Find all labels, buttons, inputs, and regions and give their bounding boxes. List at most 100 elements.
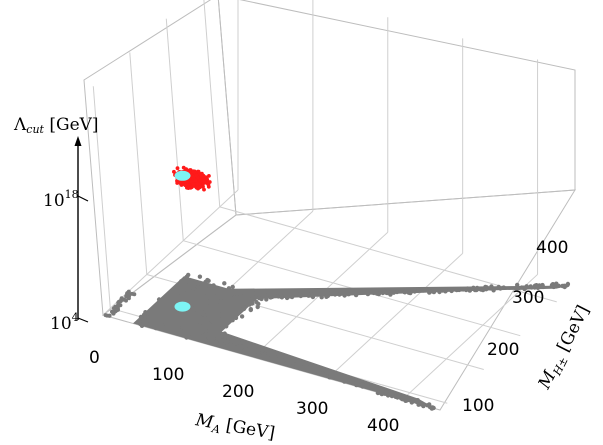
high-cutoff-point	[206, 182, 211, 187]
bulk-point	[269, 354, 274, 359]
bulk-point	[215, 330, 221, 335]
z-axis	[74, 136, 89, 323]
bulk-point	[143, 310, 148, 315]
bulk-point	[266, 351, 271, 357]
bulk-point	[321, 371, 326, 377]
bulk-point	[388, 292, 393, 297]
bulk-point	[222, 331, 227, 336]
grid-line	[327, 252, 464, 379]
bulk-point	[419, 402, 424, 407]
bulk-point	[337, 374, 342, 379]
bulk-strip-point	[124, 298, 128, 303]
bulk-point	[181, 318, 187, 323]
bulk-point	[385, 393, 391, 398]
bulk-point	[148, 318, 153, 324]
bulk-point	[501, 285, 506, 290]
bulk-point	[182, 326, 187, 331]
bulk-point	[215, 287, 220, 292]
bulk-point	[264, 297, 269, 302]
bulk-point	[210, 286, 215, 291]
bulk-point	[156, 297, 162, 302]
bulk-point	[437, 289, 442, 295]
bulk-point	[138, 314, 144, 320]
bulk-point	[212, 321, 218, 326]
bulk-point	[190, 316, 195, 321]
bulk-point	[272, 293, 277, 298]
bulk-point	[217, 336, 222, 341]
bulk-point	[394, 289, 400, 295]
high-cutoff-point	[199, 173, 204, 178]
bulk-point	[232, 341, 238, 346]
bulk-point	[217, 326, 222, 332]
bulk-point	[201, 312, 206, 318]
bulk-point	[416, 288, 421, 293]
bulk-point	[411, 398, 417, 403]
y-tick-label: 200	[487, 340, 519, 360]
bulk-point	[169, 291, 175, 297]
benchmark-point-1	[174, 301, 191, 312]
bulk-point	[316, 291, 322, 296]
bulk-point	[169, 313, 175, 319]
bulk-point	[237, 295, 242, 300]
bulk-point	[178, 329, 183, 334]
x-tick-label: 400	[367, 416, 399, 436]
bulk-point	[195, 323, 200, 328]
high-cutoff-point	[183, 183, 188, 188]
bulk-point	[220, 323, 225, 328]
y-tick-label: 300	[512, 288, 544, 308]
bulk-point	[349, 377, 354, 382]
bulk-point	[206, 294, 211, 300]
high-cutoff-point	[185, 180, 190, 184]
z-axis-labels: Λcut [GeV] 1018 104	[13, 115, 99, 334]
bulk-point	[186, 321, 191, 326]
bulk-point	[207, 299, 212, 304]
bulk-point	[176, 323, 181, 328]
bulk-point	[180, 290, 185, 296]
bulk-point	[433, 287, 439, 293]
bulk-point	[342, 293, 347, 298]
bulk-point	[528, 284, 533, 289]
bulk-point	[185, 279, 191, 284]
x-tick-label: 300	[296, 399, 328, 419]
bulk-point	[199, 307, 204, 312]
bulk-point	[475, 285, 480, 291]
bulk-point	[389, 391, 394, 396]
bulk-point	[186, 284, 191, 290]
bulk-strip-point	[111, 311, 116, 316]
bulk-strip-point	[103, 313, 108, 318]
bulk-point	[391, 290, 396, 295]
bulk-point	[319, 295, 324, 300]
bulk-point	[137, 319, 142, 324]
bulk-point	[449, 288, 454, 294]
bulk-point	[153, 325, 159, 331]
bulk-point	[376, 386, 381, 391]
bulk-point	[421, 288, 426, 293]
high-cutoff-point	[202, 179, 207, 184]
bulk-strip-point	[124, 294, 129, 299]
bulk-point	[255, 349, 260, 354]
bulk-point	[283, 356, 288, 362]
bulk-point	[215, 316, 220, 321]
grid-line	[129, 52, 148, 275]
bulk-point	[192, 292, 197, 297]
bulk-point	[183, 291, 188, 297]
bulk-point	[196, 286, 201, 292]
bulk-point	[278, 353, 284, 359]
bulk-point	[202, 316, 208, 321]
bulk-point	[184, 335, 189, 340]
bulk-strip-point	[126, 296, 131, 301]
bulk-point	[519, 285, 524, 290]
bulk-point	[248, 307, 253, 313]
bulk-point	[430, 289, 435, 294]
bulk-point	[224, 324, 229, 329]
bulk-point	[465, 286, 470, 291]
bulk-point	[403, 289, 409, 294]
bulk-point	[250, 294, 255, 300]
bulk-point	[203, 286, 208, 291]
bulk-point	[209, 318, 214, 323]
bulk-point	[220, 318, 225, 323]
bulk-point	[337, 292, 342, 297]
bulk-strip-point	[127, 292, 132, 296]
bulk-point	[225, 289, 230, 295]
high-cutoff-point	[195, 181, 200, 186]
